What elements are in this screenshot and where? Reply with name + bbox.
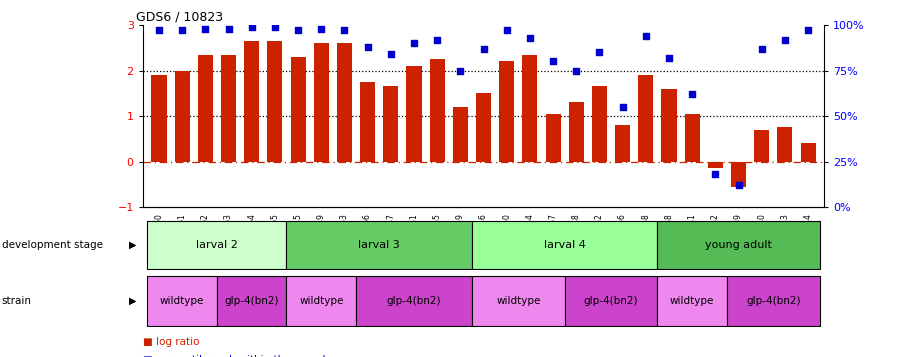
Bar xyxy=(337,43,352,161)
Bar xyxy=(290,57,306,161)
Point xyxy=(152,27,167,33)
Text: larval 4: larval 4 xyxy=(543,240,586,250)
Point xyxy=(383,51,398,57)
Bar xyxy=(476,93,491,161)
Point xyxy=(291,27,306,33)
Bar xyxy=(754,130,769,161)
Bar xyxy=(151,75,167,161)
Bar xyxy=(217,276,286,326)
Text: ■ percentile rank within the sample: ■ percentile rank within the sample xyxy=(143,355,332,357)
Point xyxy=(708,171,723,177)
Point xyxy=(476,46,491,51)
Point xyxy=(754,46,769,51)
Text: ■ log ratio: ■ log ratio xyxy=(143,337,199,347)
Point xyxy=(777,37,792,42)
Bar xyxy=(569,102,584,161)
Bar xyxy=(286,221,472,268)
Bar xyxy=(592,86,607,161)
Point xyxy=(522,35,537,41)
Bar xyxy=(147,276,217,326)
Bar xyxy=(658,276,727,326)
Bar xyxy=(244,41,259,161)
Point xyxy=(592,49,607,55)
Point xyxy=(546,59,561,64)
Bar xyxy=(684,114,700,161)
Bar xyxy=(661,89,677,161)
Bar xyxy=(800,144,816,161)
Bar xyxy=(147,221,286,268)
Bar xyxy=(198,55,213,161)
Point xyxy=(569,68,584,74)
Point xyxy=(453,68,468,74)
Text: wildtype: wildtype xyxy=(496,296,541,306)
Text: glp-4(bn2): glp-4(bn2) xyxy=(387,296,441,306)
Bar xyxy=(499,61,514,161)
Bar xyxy=(314,43,329,161)
Text: ▶: ▶ xyxy=(129,240,136,250)
Point xyxy=(337,27,352,33)
Text: ▶: ▶ xyxy=(129,296,136,306)
Text: larval 3: larval 3 xyxy=(358,240,400,250)
Point xyxy=(360,44,375,50)
Point xyxy=(499,27,514,33)
Text: wildtype: wildtype xyxy=(160,296,204,306)
Text: glp-4(bn2): glp-4(bn2) xyxy=(225,296,279,306)
Text: glp-4(bn2): glp-4(bn2) xyxy=(746,296,800,306)
Bar xyxy=(383,86,398,161)
Bar xyxy=(175,71,190,161)
Bar xyxy=(615,125,630,161)
Point xyxy=(800,27,815,33)
Point xyxy=(430,37,445,42)
Bar xyxy=(777,127,792,161)
Bar xyxy=(286,276,356,326)
Point xyxy=(221,26,236,31)
Point xyxy=(661,55,676,61)
Point xyxy=(615,104,630,110)
Point xyxy=(198,26,213,31)
Point xyxy=(175,27,190,33)
Bar xyxy=(708,161,723,169)
Bar xyxy=(356,276,472,326)
Point xyxy=(314,26,329,31)
Bar xyxy=(545,114,561,161)
Text: wildtype: wildtype xyxy=(299,296,344,306)
Bar xyxy=(727,276,820,326)
Text: development stage: development stage xyxy=(2,240,103,250)
Bar xyxy=(658,221,820,268)
Text: larval 2: larval 2 xyxy=(196,240,238,250)
Text: strain: strain xyxy=(2,296,32,306)
Text: glp-4(bn2): glp-4(bn2) xyxy=(584,296,638,306)
Point xyxy=(638,33,653,39)
Bar xyxy=(453,107,468,161)
Text: wildtype: wildtype xyxy=(670,296,715,306)
Bar xyxy=(565,276,658,326)
Point xyxy=(685,91,700,97)
Bar xyxy=(731,161,746,187)
Bar xyxy=(267,41,283,161)
Point xyxy=(244,24,259,30)
Bar xyxy=(360,82,375,161)
Bar xyxy=(429,59,445,161)
Point xyxy=(731,182,746,188)
Bar xyxy=(472,221,658,268)
Point xyxy=(406,40,421,46)
Bar xyxy=(522,55,538,161)
Bar xyxy=(221,55,236,161)
Text: young adult: young adult xyxy=(705,240,772,250)
Bar xyxy=(638,75,653,161)
Bar xyxy=(406,66,422,161)
Text: GDS6 / 10823: GDS6 / 10823 xyxy=(136,11,223,24)
Bar xyxy=(472,276,565,326)
Point xyxy=(267,24,282,30)
